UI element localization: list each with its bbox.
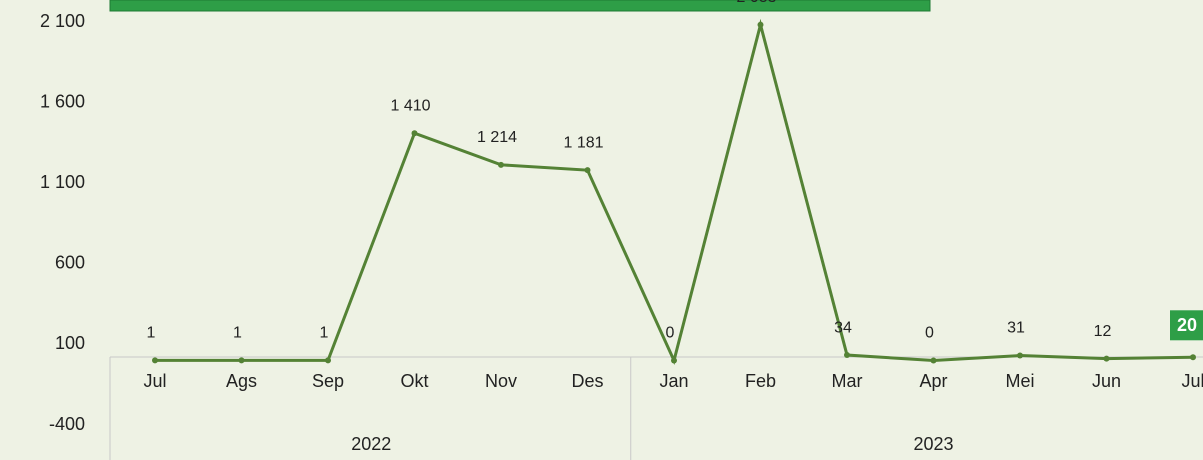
data-point <box>584 167 591 174</box>
x-tick-label: Apr <box>919 371 947 391</box>
value-label: 34 <box>834 319 852 336</box>
x-tick-label: Nov <box>485 371 517 391</box>
y-tick-label: 100 <box>55 333 85 353</box>
y-tick-label: 2 100 <box>40 11 85 31</box>
data-point <box>757 21 764 28</box>
data-point <box>498 161 504 168</box>
x-tick-label: Jan <box>659 371 688 391</box>
value-label: 1 181 <box>563 134 603 151</box>
data-point <box>238 357 245 364</box>
x-tick-label: Feb <box>745 371 776 391</box>
data-point <box>325 357 331 364</box>
data-point <box>671 357 677 364</box>
value-label: 31 <box>1007 320 1025 337</box>
x-tick-label: Mar <box>832 371 863 391</box>
data-line <box>155 18 1194 366</box>
data-point <box>844 352 850 359</box>
value-label-box <box>1170 310 1203 341</box>
value-label: 0 <box>666 325 675 342</box>
data-point <box>930 357 937 364</box>
x-tick-label: Sep <box>312 371 344 391</box>
x-tick-label: Jun <box>1092 371 1121 391</box>
data-point <box>411 130 418 137</box>
y-tick-label: 600 <box>55 253 85 273</box>
y-tick-label: 1 600 <box>40 91 85 111</box>
group-label: 2023 <box>913 434 953 454</box>
data-point <box>1103 355 1110 362</box>
value-label: 0 <box>925 325 934 342</box>
data-point <box>1190 354 1196 361</box>
value-label: 1 410 <box>390 97 430 114</box>
data-point <box>152 357 158 364</box>
y-tick-label: 1 100 <box>40 172 85 192</box>
header-bar <box>109 0 931 12</box>
value-label: 1 <box>233 325 242 342</box>
value-label: 1 <box>147 325 156 342</box>
x-tick-label: Ags <box>226 371 257 391</box>
value-label: 1 214 <box>477 129 517 146</box>
x-tick-label: Jul <box>143 371 166 391</box>
data-point <box>1017 352 1023 359</box>
value-label: 2 083 <box>736 0 776 6</box>
value-label: 12 <box>1094 323 1112 340</box>
y-tick-label: -400 <box>49 414 85 434</box>
x-tick-label: Mei <box>1005 371 1034 391</box>
group-label: 2022 <box>351 434 391 454</box>
x-tick-label: Jul <box>1181 371 1203 391</box>
value-label: 20 <box>1177 315 1197 335</box>
x-tick-label: Des <box>571 371 603 391</box>
x-tick-label: Okt <box>400 371 428 391</box>
value-label: 1 <box>320 325 329 342</box>
